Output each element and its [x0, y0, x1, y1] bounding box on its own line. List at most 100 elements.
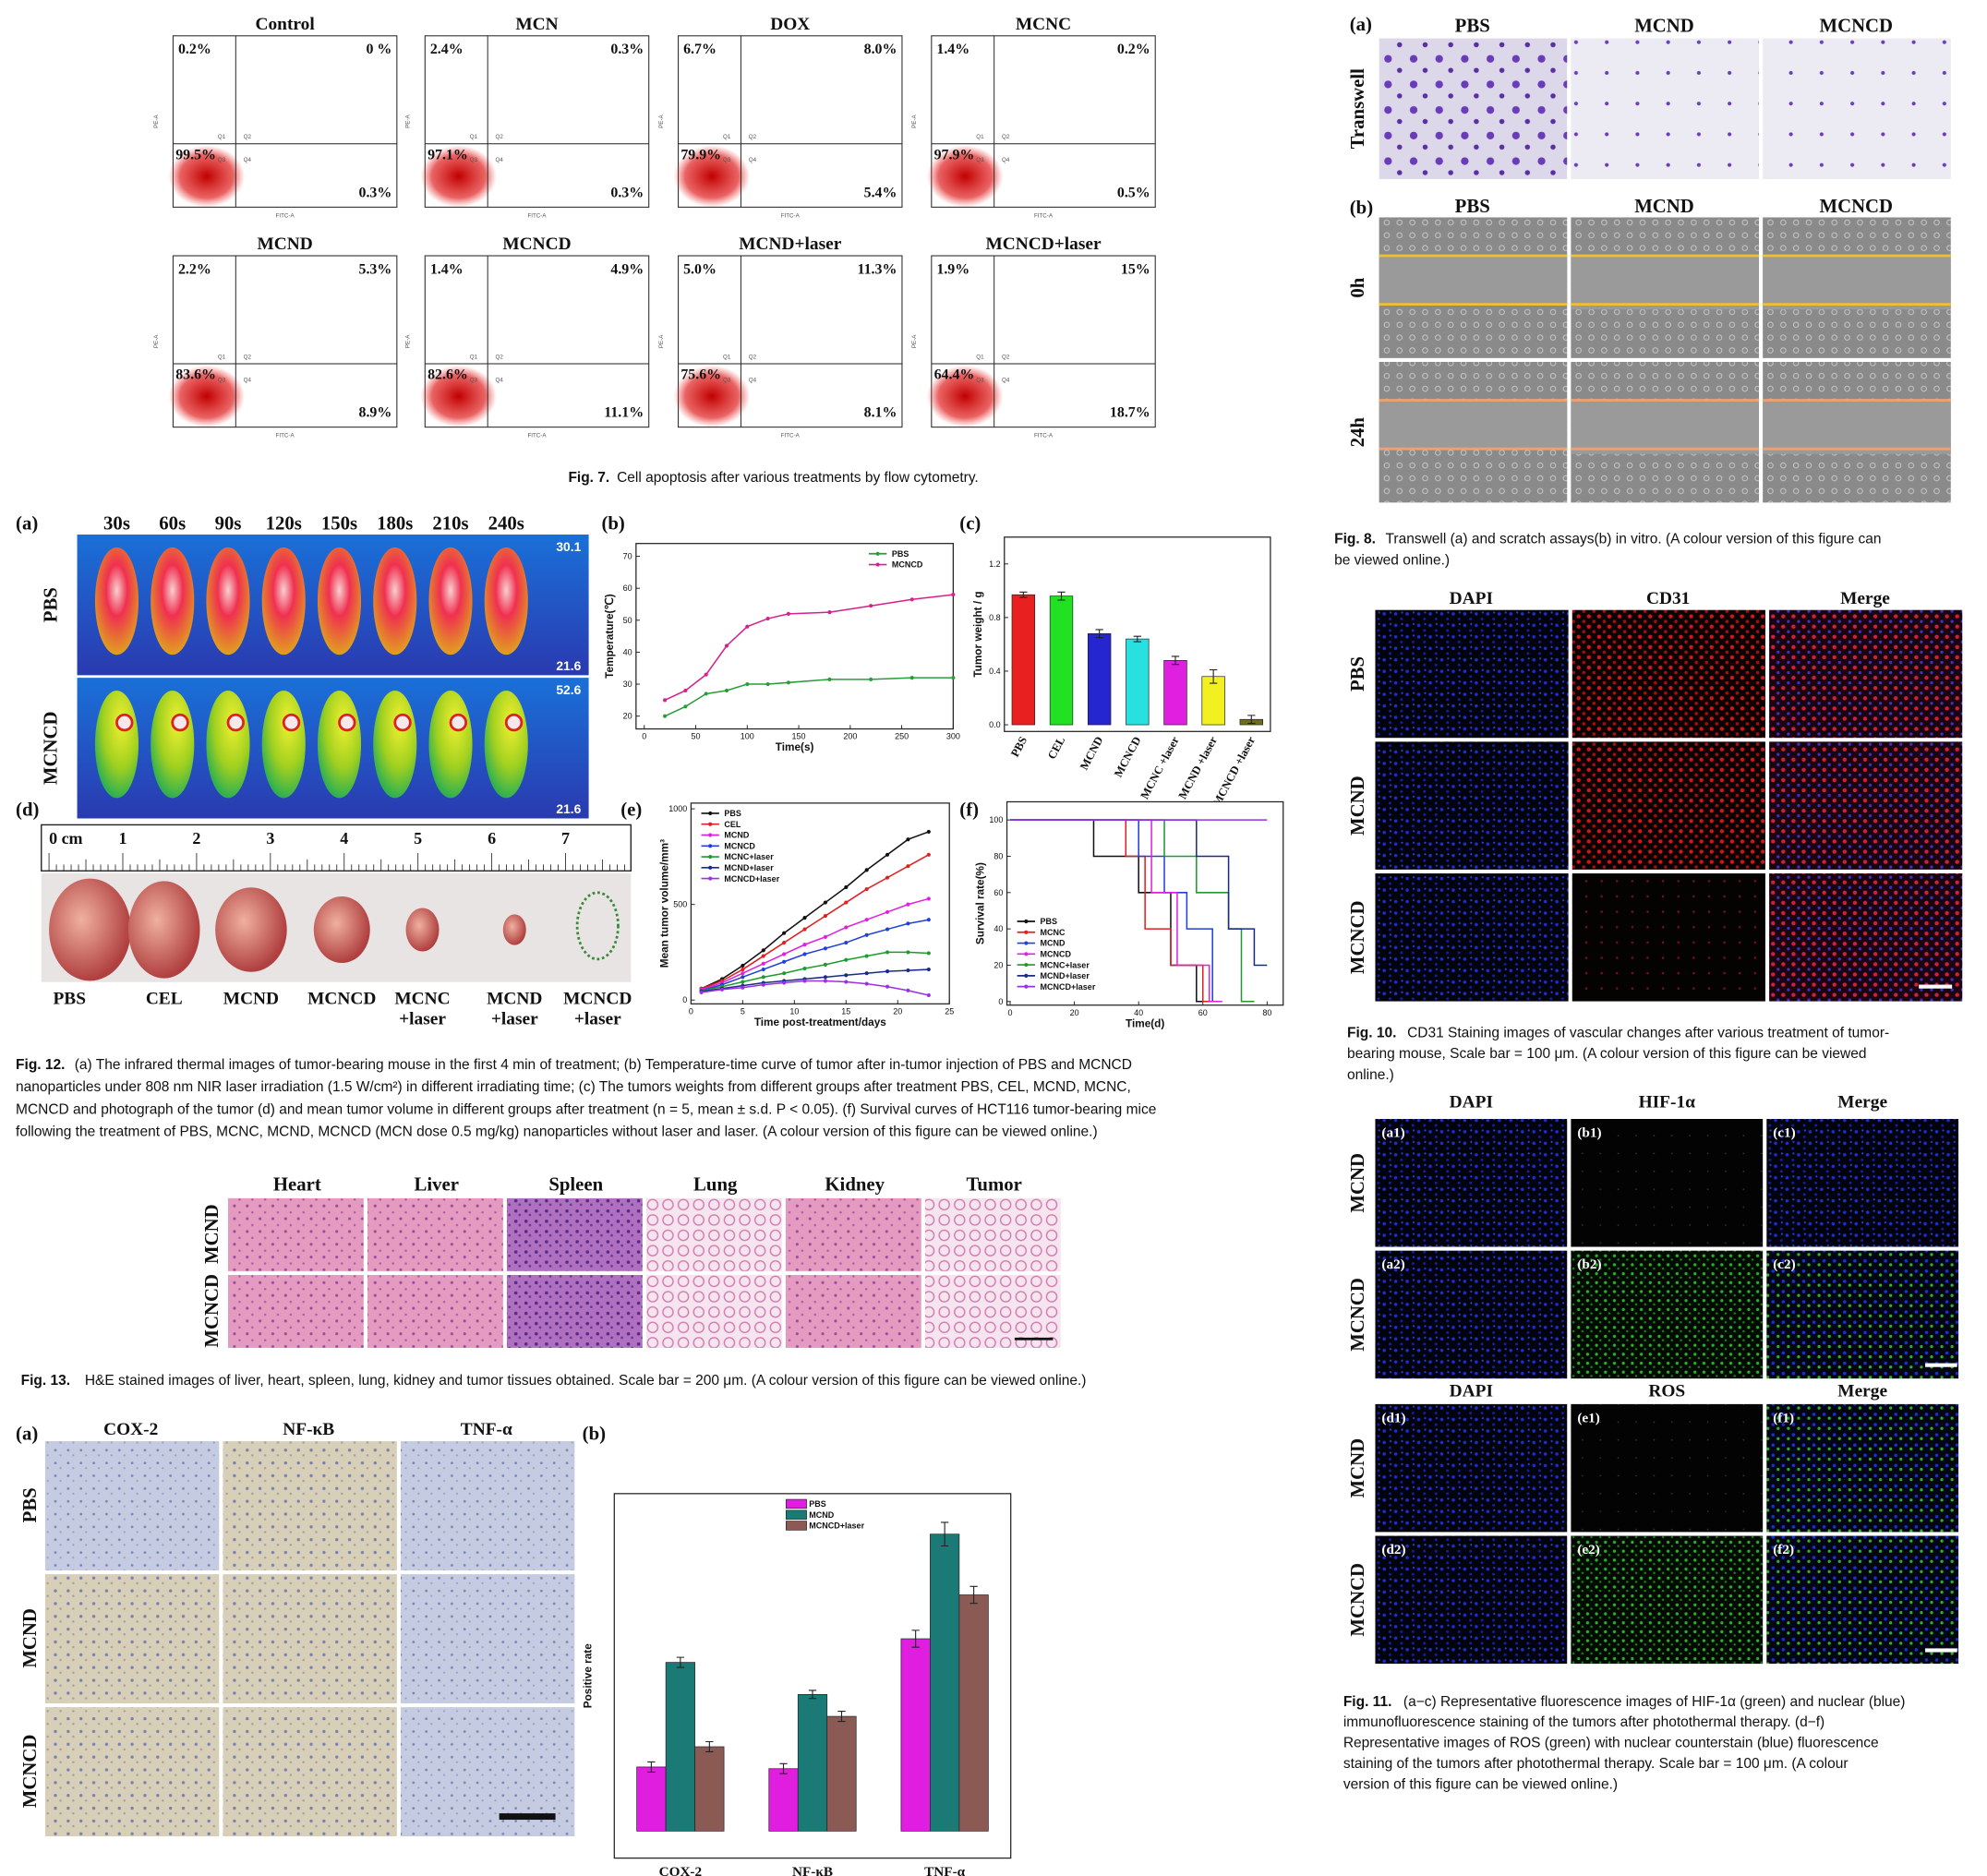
- bar: [930, 1533, 960, 1832]
- data-point: [869, 604, 873, 608]
- legend-label: CEL: [724, 820, 741, 829]
- tumor-label: MCNC: [394, 989, 450, 1008]
- tile-label: (e1): [1577, 1410, 1600, 1425]
- data-point: [864, 954, 869, 958]
- data-point: [885, 984, 890, 989]
- tile-label: (f2): [1773, 1542, 1794, 1557]
- data-point: [906, 950, 910, 955]
- data-point: [761, 948, 765, 953]
- x-tick-label: 0: [1008, 1008, 1013, 1017]
- quadrant-percent: 8.1%: [864, 405, 897, 421]
- column-label: Heart: [273, 1174, 321, 1196]
- caption-label: Fig. 13.: [21, 1373, 70, 1389]
- quadrant-percent: 0.5%: [1117, 185, 1150, 200]
- y-tick-label: 20: [623, 712, 632, 721]
- hot-spot: [282, 713, 301, 732]
- ihc-image: [44, 1707, 220, 1837]
- x-tick-label: COX-2: [659, 1864, 703, 1876]
- quadrant-name: Q4: [749, 157, 757, 163]
- quadrant-percent: 0 %: [366, 42, 391, 57]
- panel-title: MCND+laser: [739, 234, 842, 254]
- data-point: [844, 900, 849, 905]
- x-tick-label: 60: [1198, 1008, 1208, 1017]
- caption-text: Cell apoptosis after various treatments …: [617, 470, 979, 486]
- x-tick-label: MCNCD +laser: [1210, 734, 1258, 809]
- legend-swatch: [708, 822, 713, 826]
- scratch-gap: [1571, 400, 1760, 454]
- tumor-outline: [575, 891, 620, 961]
- ruler-label: 6: [488, 829, 496, 848]
- series-line: [1010, 819, 1216, 1003]
- legend-label: MCNCD+laser: [809, 1521, 864, 1531]
- y-tick-label: 60: [623, 583, 632, 593]
- quadrant-name: Q1: [976, 134, 984, 140]
- quadrant-name: Q2: [495, 354, 503, 360]
- legend-label: PBS: [892, 549, 909, 559]
- caption-line: version of this figure can be viewed onl…: [1343, 1777, 1618, 1793]
- time-label: 120s: [266, 512, 302, 534]
- axis-label: PE-A: [153, 114, 160, 127]
- ihc-image: [400, 1441, 575, 1570]
- caption-text: H&E stained images of liver, heart, sple…: [85, 1373, 1087, 1389]
- fluorescence-image: [1571, 1535, 1764, 1665]
- y-tick-label: 70: [623, 552, 632, 561]
- data-point: [906, 837, 910, 842]
- error-bar: [676, 1656, 685, 1668]
- panel-label: (c): [959, 512, 981, 534]
- error-bar: [779, 1762, 788, 1774]
- y-tick-label: 20: [994, 961, 1003, 970]
- data-point: [864, 868, 869, 872]
- legend-swatch: [708, 876, 713, 881]
- bar: [1163, 659, 1187, 726]
- quadrant-name: Q3: [976, 377, 984, 383]
- mouse: [428, 690, 473, 799]
- scale-max: 52.6: [556, 682, 581, 697]
- column-label: Merge: [1837, 1093, 1887, 1112]
- fluorescence-image: [1375, 1118, 1568, 1247]
- data-point: [844, 925, 849, 930]
- data-point: [906, 864, 910, 869]
- data-point: [802, 952, 807, 956]
- he-image: [506, 1197, 643, 1271]
- data-point: [765, 681, 770, 687]
- mouse: [94, 690, 139, 799]
- cell-cloud: [168, 145, 246, 208]
- row-label: PBS: [1347, 656, 1368, 691]
- y-tick-label: 80: [994, 852, 1003, 861]
- ihc-image: [400, 1574, 575, 1704]
- scale-bar: [1919, 984, 1953, 989]
- y-tick-label: 40: [994, 924, 1003, 933]
- data-point: [909, 676, 914, 680]
- axis-label: FITC-A: [276, 433, 295, 439]
- hot-spot: [393, 713, 412, 732]
- tile-label: (f1): [1773, 1410, 1794, 1425]
- fluorescence-image: [1571, 1118, 1764, 1247]
- column-label: PBS: [1455, 16, 1490, 37]
- quadrant-name: Q2: [244, 134, 252, 140]
- tumor: [405, 908, 440, 952]
- quadrant-name: Q3: [218, 157, 226, 163]
- time-label: 150s: [321, 512, 357, 534]
- transwell-image: [1763, 38, 1951, 179]
- legend-label: MCNCD: [724, 841, 755, 850]
- tumor: [313, 896, 370, 964]
- fluorescence-image: [1571, 1403, 1764, 1533]
- column-label: Liver: [415, 1174, 459, 1196]
- tile-label: (c1): [1773, 1124, 1796, 1140]
- quadrant-percent: 4.9%: [610, 261, 644, 277]
- x-tick-label: MCNC +laser: [1138, 734, 1182, 801]
- error-bar: [969, 1585, 978, 1605]
- bar: [1087, 632, 1112, 726]
- x-tick-label: 20: [893, 1006, 902, 1016]
- column-label: Merge: [1840, 589, 1890, 608]
- tumor: [49, 878, 131, 981]
- data-point: [761, 954, 765, 958]
- tumor-label: MCND: [487, 989, 542, 1008]
- quadrant-name: Q2: [495, 134, 503, 140]
- panel-label: (e): [620, 800, 642, 821]
- quadrant-name: Q1: [470, 354, 478, 360]
- data-point: [885, 909, 890, 914]
- quadrant-percent: 0.3%: [610, 185, 644, 200]
- legend-label: PBS: [1041, 917, 1058, 926]
